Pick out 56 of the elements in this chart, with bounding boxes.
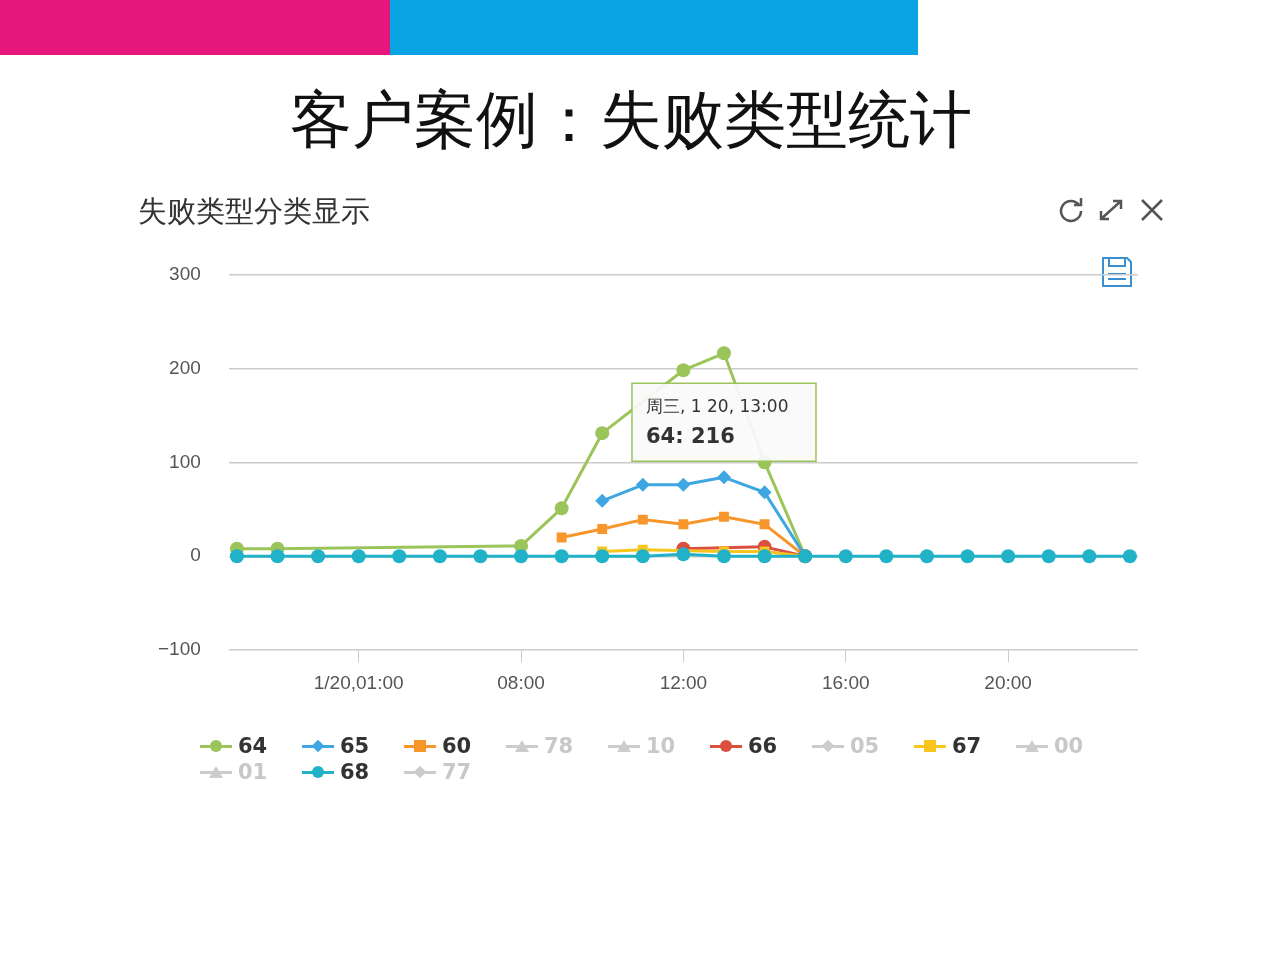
- point: [597, 524, 608, 534]
- point: [676, 363, 691, 378]
- x-tick-label: 1/20,01:00: [313, 671, 404, 693]
- point: [716, 549, 731, 564]
- point: [757, 485, 772, 500]
- point: [556, 532, 567, 543]
- point: [595, 493, 610, 508]
- point: [919, 549, 934, 564]
- point: [1082, 549, 1097, 564]
- point: [676, 477, 691, 492]
- point: [716, 470, 731, 485]
- legend-label: 65: [340, 734, 370, 758]
- point: [595, 549, 610, 564]
- legend-label: 68: [340, 760, 370, 784]
- point: [716, 346, 731, 361]
- point: [311, 549, 326, 564]
- x-tick-label: 12:00: [659, 671, 708, 693]
- point: [635, 477, 650, 492]
- x-tick-label: 16:00: [821, 671, 870, 693]
- y-tick-label: −100: [158, 638, 201, 660]
- point: [719, 511, 729, 522]
- annotation: 周三, 1 20, 13:00 64: 216: [645, 395, 789, 448]
- point: [595, 426, 610, 441]
- point: [1041, 549, 1056, 564]
- point: [270, 549, 285, 564]
- point: [759, 519, 770, 530]
- legend-label: 67: [952, 734, 982, 758]
- legend-label: 64: [238, 734, 268, 758]
- chart-subtitle: 失败类型分类显示: [138, 193, 370, 230]
- y-tick-label: 200: [169, 356, 201, 378]
- y-tick-label: 300: [169, 262, 201, 284]
- point: [838, 549, 853, 564]
- point: [960, 549, 975, 564]
- legend-label: 66: [748, 734, 778, 758]
- x-tick-label: 20:00: [984, 671, 1032, 693]
- y-tick-label: 0: [190, 544, 201, 566]
- point: [676, 547, 691, 562]
- point: [1001, 549, 1016, 564]
- point: [229, 549, 244, 564]
- x-tick-label: 08:00: [497, 671, 545, 693]
- legend-label: 60: [442, 734, 472, 758]
- point: [635, 549, 650, 564]
- point: [757, 549, 772, 564]
- point: [554, 549, 569, 564]
- point: [1122, 549, 1137, 564]
- point: [351, 549, 366, 564]
- point: [879, 549, 894, 564]
- point: [473, 549, 488, 564]
- point: [432, 549, 447, 564]
- y-tick-label: 100: [169, 450, 201, 472]
- point: [678, 519, 689, 530]
- point: [637, 514, 648, 525]
- point: [392, 549, 407, 564]
- chart-title: 客户案例：失败类型统计: [290, 82, 972, 158]
- point: [514, 549, 529, 564]
- point: [554, 501, 569, 516]
